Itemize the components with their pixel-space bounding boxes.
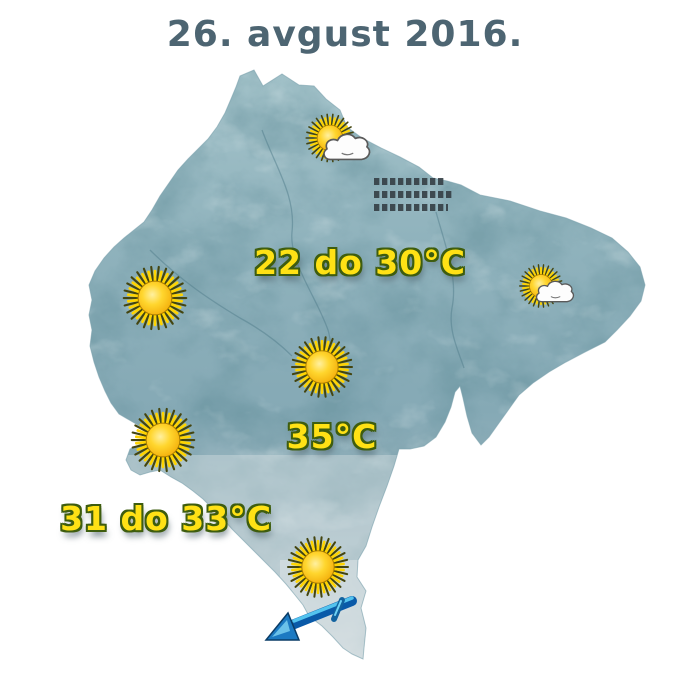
- montenegro-map-shape: [88, 69, 646, 660]
- illegible-microtext-block: [374, 178, 452, 211]
- microtext-row: [374, 204, 448, 211]
- wind-arrow-icon: [264, 596, 357, 641]
- lowland-tint: [89, 455, 415, 659]
- page-title: 26. avgust 2016.: [166, 14, 524, 55]
- microtext-row: [374, 178, 446, 185]
- temp-label-central: 35°C: [286, 417, 378, 456]
- temp-label-north: 22 do 30°C: [254, 243, 466, 282]
- temp-label-south: 31 do 33°C: [60, 499, 272, 538]
- microtext-row: [374, 191, 452, 198]
